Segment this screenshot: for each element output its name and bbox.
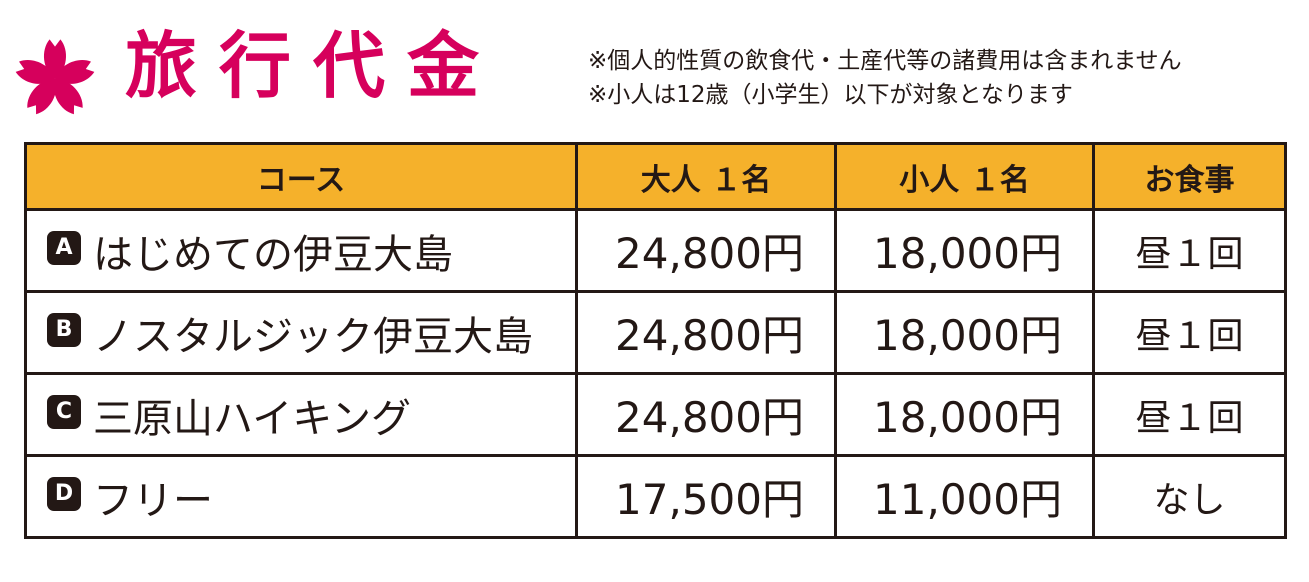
course-cell: D フリー: [24, 454, 578, 539]
course-name: はじめての伊豆大島: [93, 231, 453, 278]
table-row: A はじめての伊豆大島 24,800円 18,000円 昼１回: [24, 208, 1287, 293]
header-child: 小人 １名: [834, 142, 1095, 211]
table-row: C 三原山ハイキング 24,800円 18,000円 昼１回: [24, 372, 1287, 457]
header-course: コース: [24, 142, 578, 211]
course-name: フリー: [93, 477, 213, 524]
course-badge: C: [47, 394, 81, 429]
price-table: コース 大人 １名 小人 １名 お食事 A はじめての伊豆大島 24,800円 1…: [24, 142, 1287, 539]
adult-price: 24,800円: [575, 290, 837, 375]
table-header-row: コース 大人 １名 小人 １名 お食事: [24, 142, 1287, 211]
meal-cell: 昼１回: [1092, 208, 1287, 293]
adult-price: 24,800円: [575, 372, 837, 457]
child-price: 18,000円: [834, 208, 1095, 293]
adult-price: 17,500円: [575, 454, 837, 539]
adult-price: 24,800円: [575, 208, 837, 293]
meal-cell: 昼１回: [1092, 290, 1287, 375]
course-cell: A はじめての伊豆大島: [24, 208, 578, 293]
header-meal: お食事: [1092, 142, 1287, 211]
child-price: 18,000円: [834, 290, 1095, 375]
course-cell: B ノスタルジック伊豆大島: [24, 290, 578, 375]
course-badge: B: [47, 312, 81, 347]
table-row: B ノスタルジック伊豆大島 24,800円 18,000円 昼１回: [24, 290, 1287, 375]
meal-cell: なし: [1092, 454, 1287, 539]
note-meals: ※個人的性質の飲食代・土産代等の諸費用は含まれません: [588, 48, 1182, 74]
course-name: ノスタルジック伊豆大島: [93, 313, 533, 360]
course-badge: D: [47, 476, 81, 511]
note-child-age: ※小人は12歳（小学生）以下が対象となります: [588, 82, 1073, 108]
page-header: 旅行代金 ※個人的性質の飲食代・土産代等の諸費用は含まれません ※小人は12歳（…: [0, 0, 1309, 130]
notes: ※個人的性質の飲食代・土産代等の諸費用は含まれません ※小人は12歳（小学生）以…: [588, 44, 1182, 112]
child-price: 11,000円: [834, 454, 1095, 539]
course-name: 三原山ハイキング: [93, 395, 411, 442]
child-price: 18,000円: [834, 372, 1095, 457]
cherry-blossom-icon: [13, 39, 97, 118]
page-title: 旅行代金: [125, 24, 502, 108]
course-badge: A: [47, 230, 81, 265]
header-adult: 大人 １名: [575, 142, 837, 211]
table-row: D フリー 17,500円 11,000円 なし: [24, 454, 1287, 539]
meal-cell: 昼１回: [1092, 372, 1287, 457]
course-cell: C 三原山ハイキング: [24, 372, 578, 457]
